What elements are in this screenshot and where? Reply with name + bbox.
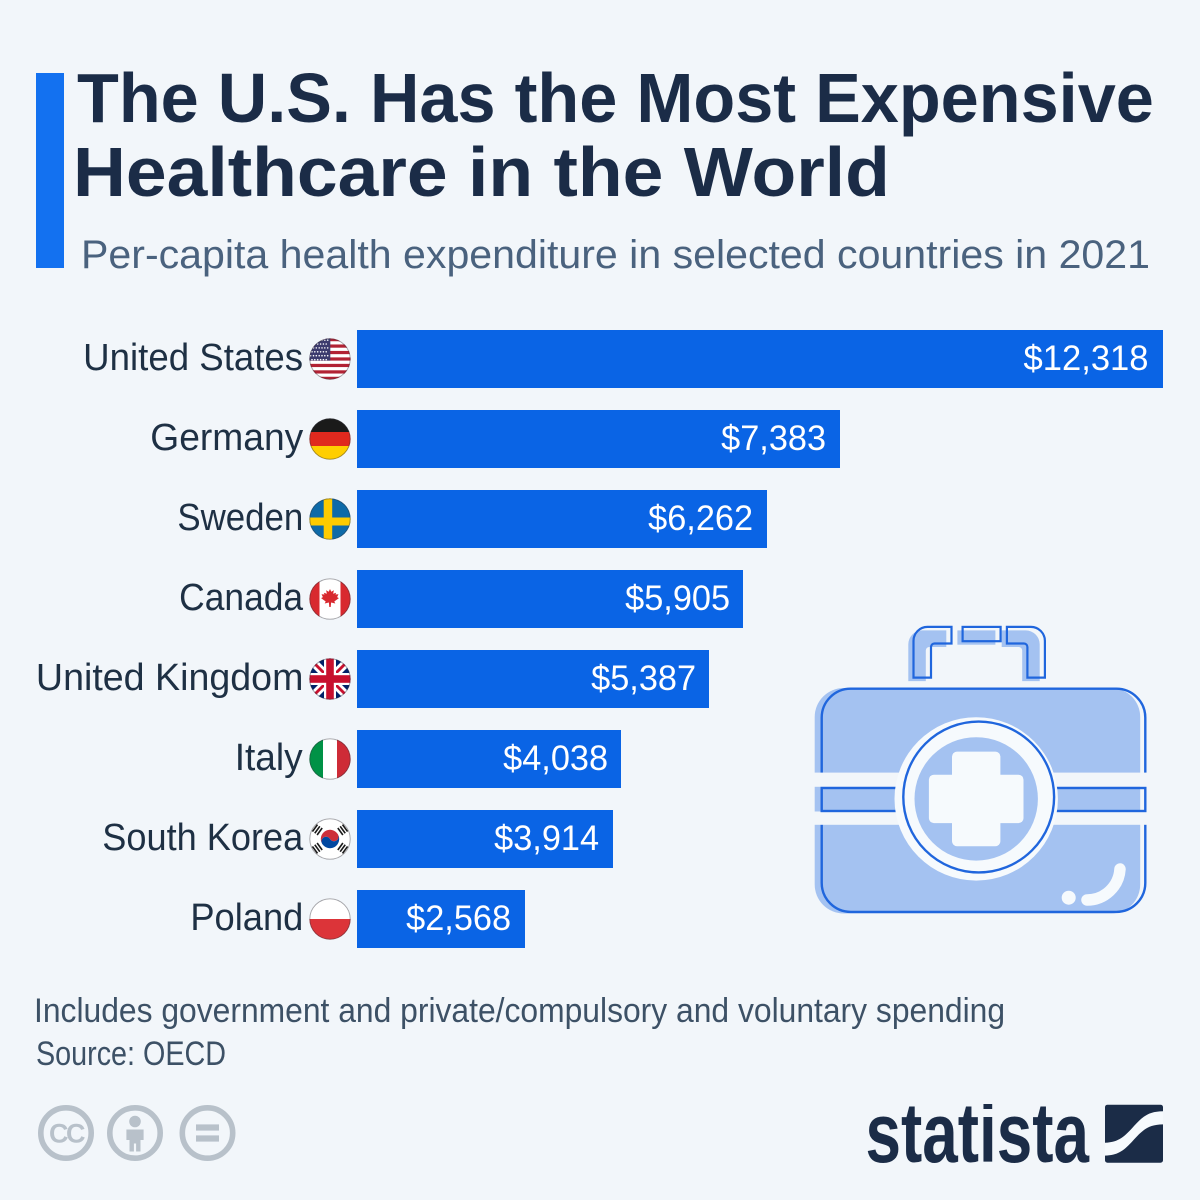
svg-text:statista: statista <box>866 1104 1090 1174</box>
svg-text:CC: CC <box>49 1119 85 1149</box>
